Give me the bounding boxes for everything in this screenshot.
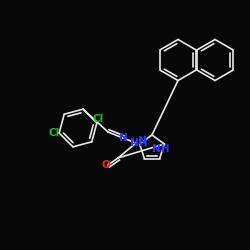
Text: NH: NH [130,138,147,148]
Text: N: N [138,136,146,146]
Text: O: O [101,160,110,170]
Text: N: N [119,133,128,143]
Text: Cl: Cl [92,114,104,124]
Text: Cl: Cl [48,128,60,138]
Text: NH: NH [152,144,169,154]
